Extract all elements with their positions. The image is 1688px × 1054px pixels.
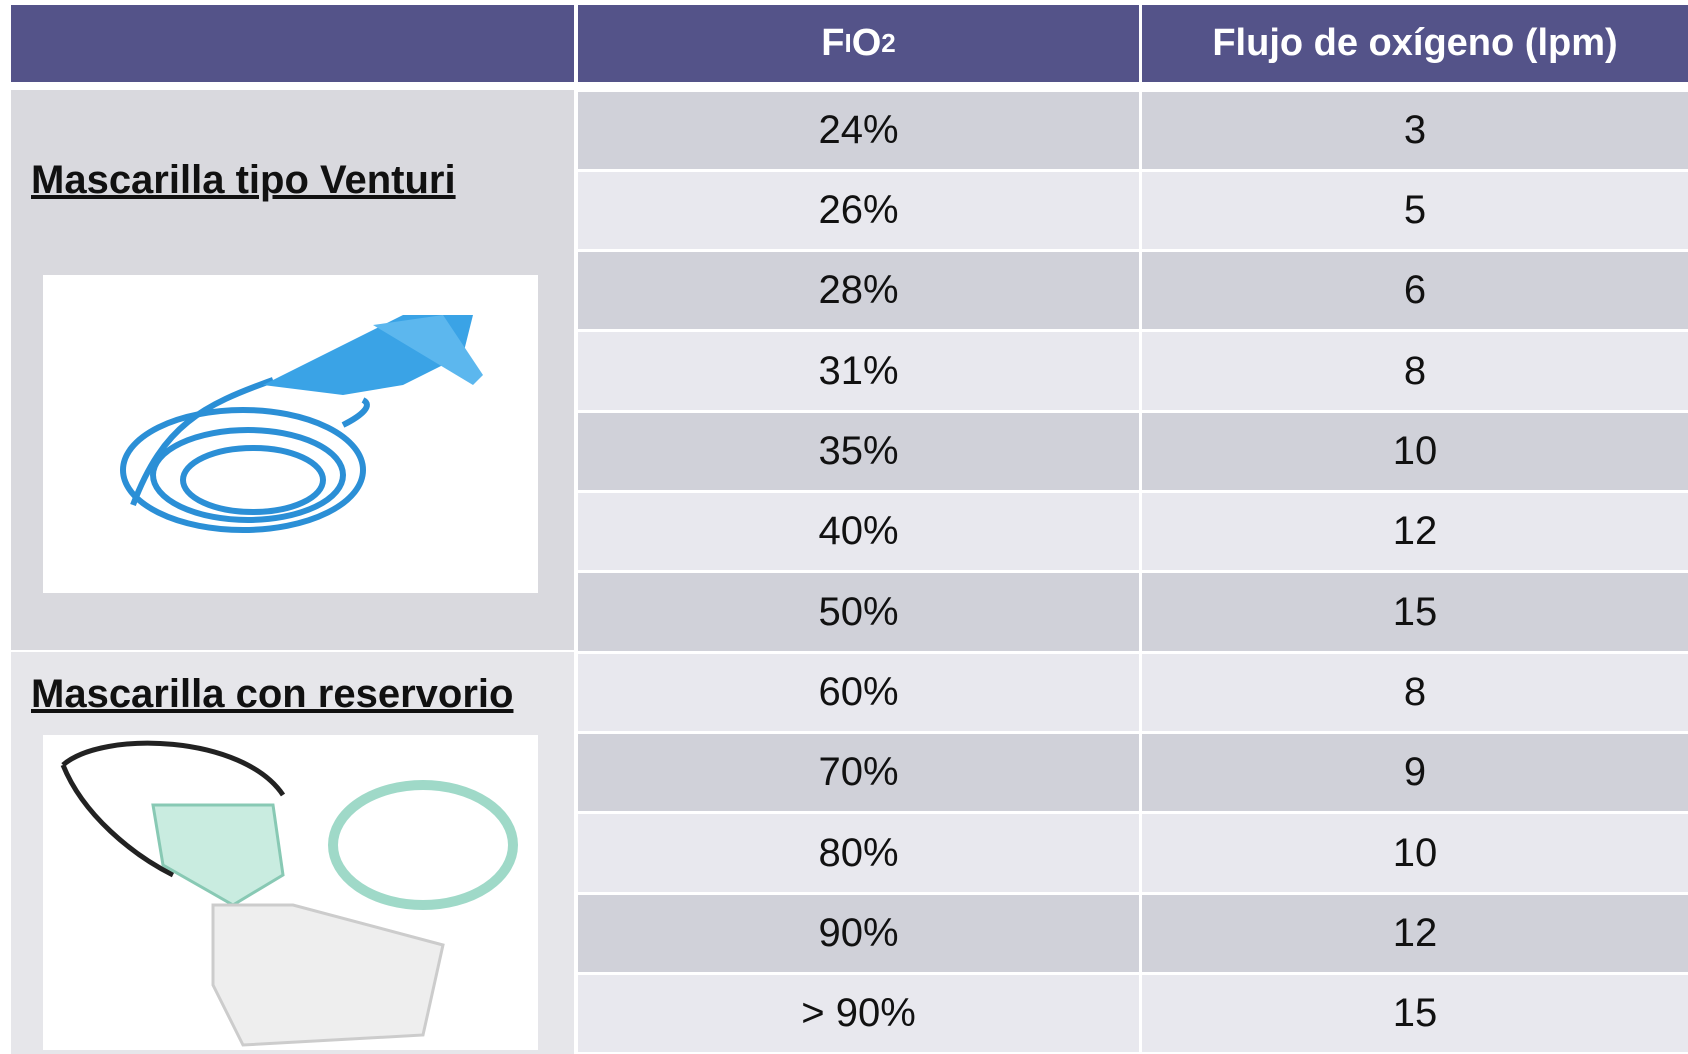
flow-cell: 15 [1142,573,1688,651]
flow-cell: 9 [1142,734,1688,812]
fio2-cell: 70% [578,734,1139,812]
flow-cell: 10 [1142,412,1688,491]
flow-cell: 15 [1142,975,1688,1053]
fio2-cell: 50% [578,573,1139,651]
section-venturi: Mascarilla tipo Venturi [11,90,574,650]
header-flow: Flujo de oxígeno (lpm) [1142,5,1688,82]
fio2-cell: 60% [578,653,1139,732]
flow-cell: 3 [1142,91,1688,169]
flow-cell: 12 [1142,493,1688,571]
header-text: I [844,28,852,58]
fio2-cell: > 90% [578,975,1139,1053]
flow-cell: 12 [1142,894,1688,973]
venturi-image [43,275,538,593]
flow-cell: 5 [1142,171,1688,250]
header-text: 2 [881,28,896,58]
flow-cell: 8 [1142,653,1688,732]
flow-cell: 8 [1142,332,1688,410]
section-label: Mascarilla tipo Venturi [31,158,456,202]
fio2-cell: 24% [578,91,1139,169]
flow-cell: 6 [1142,252,1688,330]
fio2-cell: 35% [578,412,1139,491]
fio2-cell: 40% [578,493,1139,571]
header-blank [11,5,574,82]
section-reservorio: Mascarilla con reservorio [11,652,574,1054]
section-label: Mascarilla con reservorio [31,672,514,716]
fio2-cell: 26% [578,171,1139,250]
header-text: F [821,22,845,64]
header-text: O [851,22,882,64]
fio2-cell: 28% [578,252,1139,330]
fio2-cell: 31% [578,332,1139,410]
flow-cell: 10 [1142,814,1688,892]
reservorio-image [43,735,538,1050]
fio2-cell: 90% [578,894,1139,973]
fio2-cell: 80% [578,814,1139,892]
